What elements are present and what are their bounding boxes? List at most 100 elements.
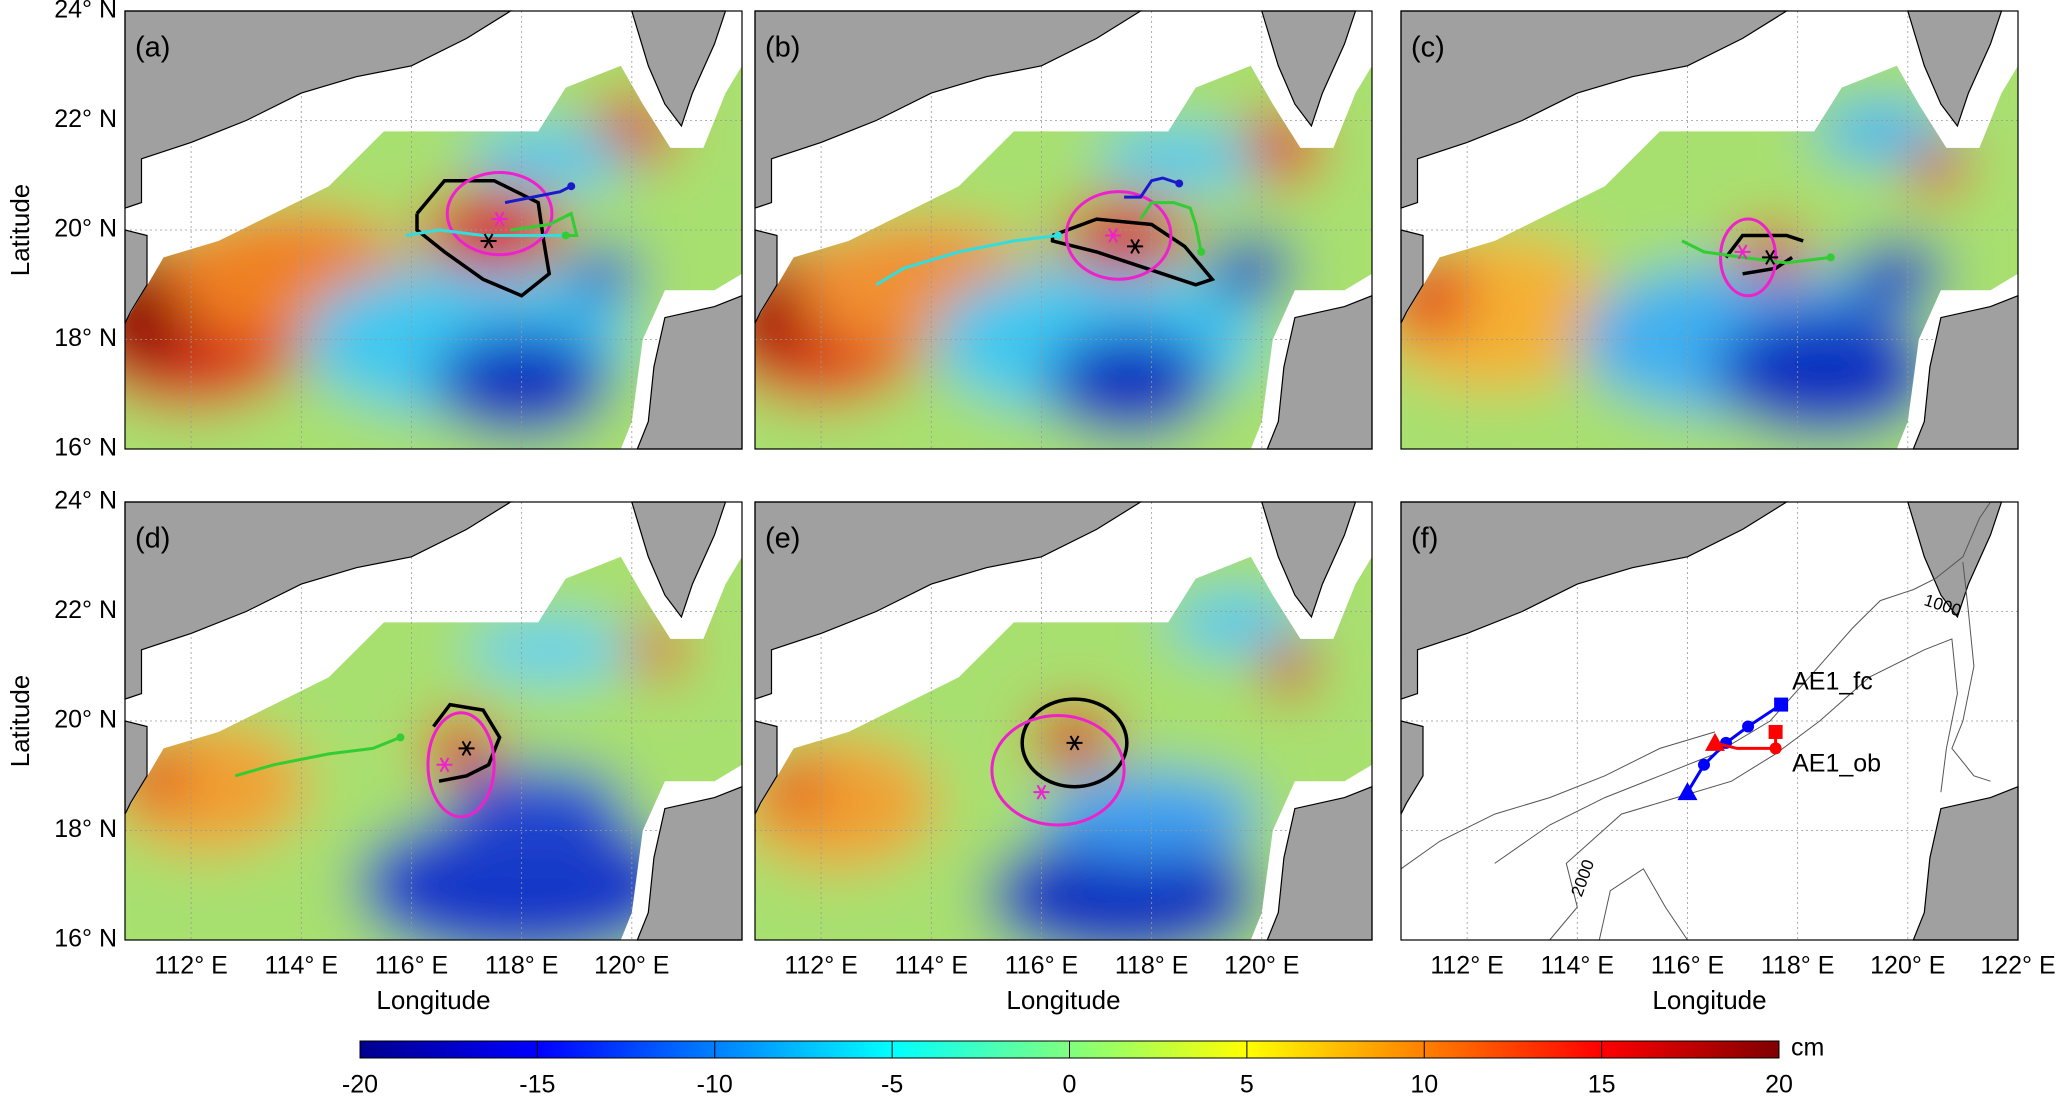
field-blob <box>1814 98 1947 165</box>
drifter-track <box>1139 201 1203 253</box>
field-blob <box>986 830 1262 941</box>
field-blob <box>565 246 643 302</box>
fitted-ellipse <box>426 711 496 819</box>
field-blob <box>450 764 627 842</box>
land <box>630 10 727 128</box>
field-blob <box>466 125 632 192</box>
x-tick-label: 118° E <box>1761 952 1834 980</box>
panel-frame <box>1400 10 2019 450</box>
track-start <box>1705 732 1726 751</box>
field-blob <box>1030 704 1119 771</box>
panel-label: (b) <box>765 32 800 64</box>
x-tick-label: 112° E <box>1430 952 1503 980</box>
fitted-ellipse <box>1064 190 1173 281</box>
star-marker <box>1130 238 1140 254</box>
x-tick-label: 120° E <box>594 952 669 980</box>
land <box>754 10 1143 209</box>
panel-label: (f) <box>1411 523 1438 555</box>
track-marker <box>1697 758 1710 771</box>
star-marker <box>1069 735 1080 751</box>
y-tick-label: 18° N <box>54 324 117 352</box>
field-blob <box>1206 235 1295 302</box>
track-end <box>1197 247 1206 256</box>
x-tick-label: 114° E <box>1541 952 1614 980</box>
y-tick-label: 18° N <box>54 815 117 843</box>
track-start <box>1677 782 1698 801</box>
drifter-track <box>504 184 572 205</box>
colorbar-tick-label: 15 <box>1588 1071 1616 1099</box>
map-panel: (b) <box>754 10 1373 450</box>
panel-frame <box>124 10 743 450</box>
x-tick-label: 116° E <box>375 952 448 980</box>
y-tick-label: 16° N <box>54 434 117 462</box>
y-tick-label: 16° N <box>54 925 117 953</box>
track-end <box>396 733 405 742</box>
field-blob <box>1046 328 1213 439</box>
x-tick-label: 116° E <box>1651 952 1724 980</box>
x-tick-label: 122° E <box>1980 952 2055 980</box>
field-blob <box>433 328 610 439</box>
colorbar-tick-label: -20 <box>342 1071 378 1099</box>
isobath <box>1951 562 1991 782</box>
x-tick-label: 120° E <box>1870 952 1945 980</box>
field-blob <box>356 808 687 941</box>
legend-label: AE1_ob <box>1792 749 1881 777</box>
map-panel: (e) 112° E 114° E 116° E 118° E 120° E Longitu… <box>754 501 1373 1015</box>
y-tick-label: 22° N <box>54 596 117 624</box>
land <box>124 501 513 700</box>
y-tick-label: 24° N <box>54 487 117 515</box>
field-blob <box>1715 306 1936 439</box>
field-blob <box>422 186 566 274</box>
drifter-track <box>405 228 566 237</box>
colorbar-tick-label: 5 <box>1240 1071 1254 1099</box>
star-marker <box>1036 784 1047 800</box>
field-blob <box>1261 633 1317 700</box>
colorbar-unit: cm <box>1791 1034 1824 1062</box>
colorbar-tick-label: -5 <box>881 1071 903 1099</box>
panel-label: (c) <box>1411 32 1445 64</box>
field-blob <box>1041 770 1262 858</box>
star-marker <box>1765 249 1775 265</box>
field-blob <box>1847 240 1947 307</box>
drifter-track <box>234 736 401 778</box>
land <box>1260 10 1357 128</box>
star-marker <box>461 740 472 756</box>
eddy-contour <box>1020 697 1129 789</box>
panel-label: (a) <box>135 32 170 64</box>
panel-frame <box>754 10 1373 450</box>
x-tick-label: 118° E <box>485 952 558 980</box>
land <box>1906 10 2003 128</box>
land <box>1400 501 1789 700</box>
x-tick-label: 114° E <box>895 952 968 980</box>
eddy-contour <box>432 702 502 783</box>
isobath <box>1400 731 1716 870</box>
y-axis-title: Latitude <box>5 675 35 768</box>
fitted-ellipse <box>445 171 554 257</box>
field-blob <box>466 616 632 683</box>
star-marker <box>439 757 450 773</box>
isobath <box>1549 638 1958 941</box>
eddy-contour <box>1724 233 1804 259</box>
map-panel: (c) <box>1400 10 2019 450</box>
panel-frame <box>1400 501 2019 941</box>
eddy-contour <box>415 178 552 298</box>
land <box>1400 10 1789 209</box>
colorbar-tick-label: -10 <box>697 1071 733 1099</box>
track-end <box>1175 179 1184 188</box>
x-tick-label: 112° E <box>784 952 857 980</box>
colorbar-tick-label: 20 <box>1765 1071 1793 1099</box>
panel-label: (d) <box>135 523 170 555</box>
x-tick-label: 116° E <box>1005 952 1078 980</box>
star-marker <box>494 211 505 227</box>
x-axis-title: Longitude <box>376 985 490 1015</box>
track-end <box>1826 253 1835 262</box>
land <box>124 10 513 209</box>
isobath <box>1598 868 1688 941</box>
x-tick-label: 112° E <box>154 952 227 980</box>
field-blob <box>1057 197 1191 274</box>
star-marker <box>1108 228 1118 243</box>
isobath <box>1494 501 1991 864</box>
field-blob <box>1168 589 1301 656</box>
y-tick-label: 24° N <box>54 0 117 24</box>
